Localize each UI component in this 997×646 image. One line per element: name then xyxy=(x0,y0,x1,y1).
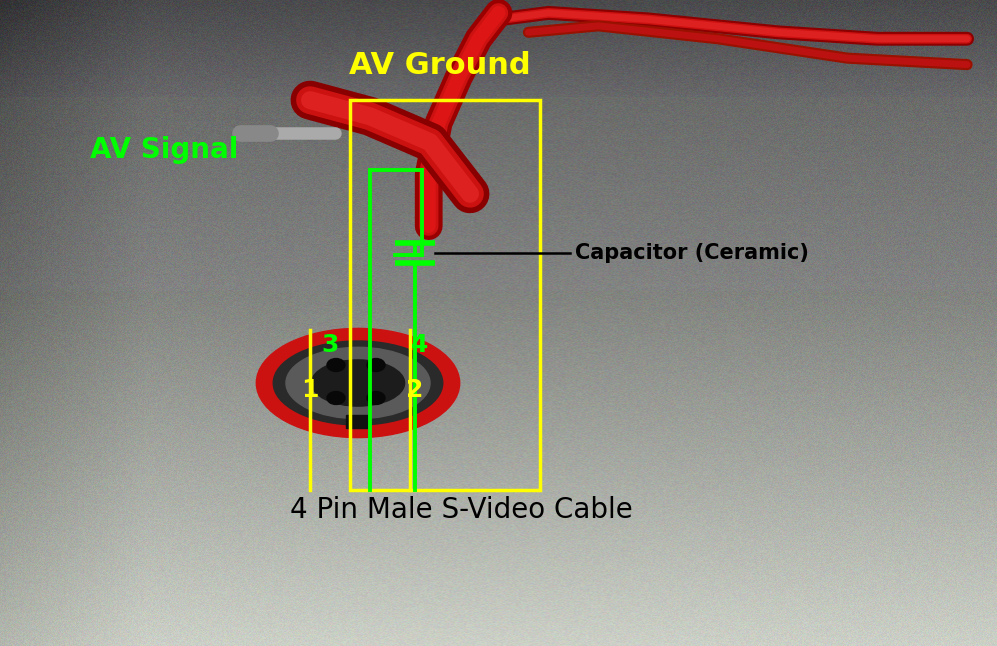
Ellipse shape xyxy=(367,359,385,371)
Bar xyxy=(350,100,540,490)
Ellipse shape xyxy=(311,360,405,406)
Ellipse shape xyxy=(327,391,345,404)
Ellipse shape xyxy=(286,348,430,419)
Text: 3: 3 xyxy=(321,333,339,357)
Text: 1: 1 xyxy=(301,378,319,402)
Ellipse shape xyxy=(273,341,443,425)
Text: AV Ground: AV Ground xyxy=(349,50,530,79)
Ellipse shape xyxy=(256,328,460,437)
Text: 2: 2 xyxy=(407,378,424,402)
Ellipse shape xyxy=(327,359,345,371)
Bar xyxy=(346,415,370,428)
Text: AV Signal: AV Signal xyxy=(90,136,238,164)
Text: Capacitor (Ceramic): Capacitor (Ceramic) xyxy=(575,243,809,263)
Text: 4: 4 xyxy=(412,333,429,357)
Text: 4 Pin Male S-Video Cable: 4 Pin Male S-Video Cable xyxy=(290,496,633,524)
Ellipse shape xyxy=(367,391,385,404)
